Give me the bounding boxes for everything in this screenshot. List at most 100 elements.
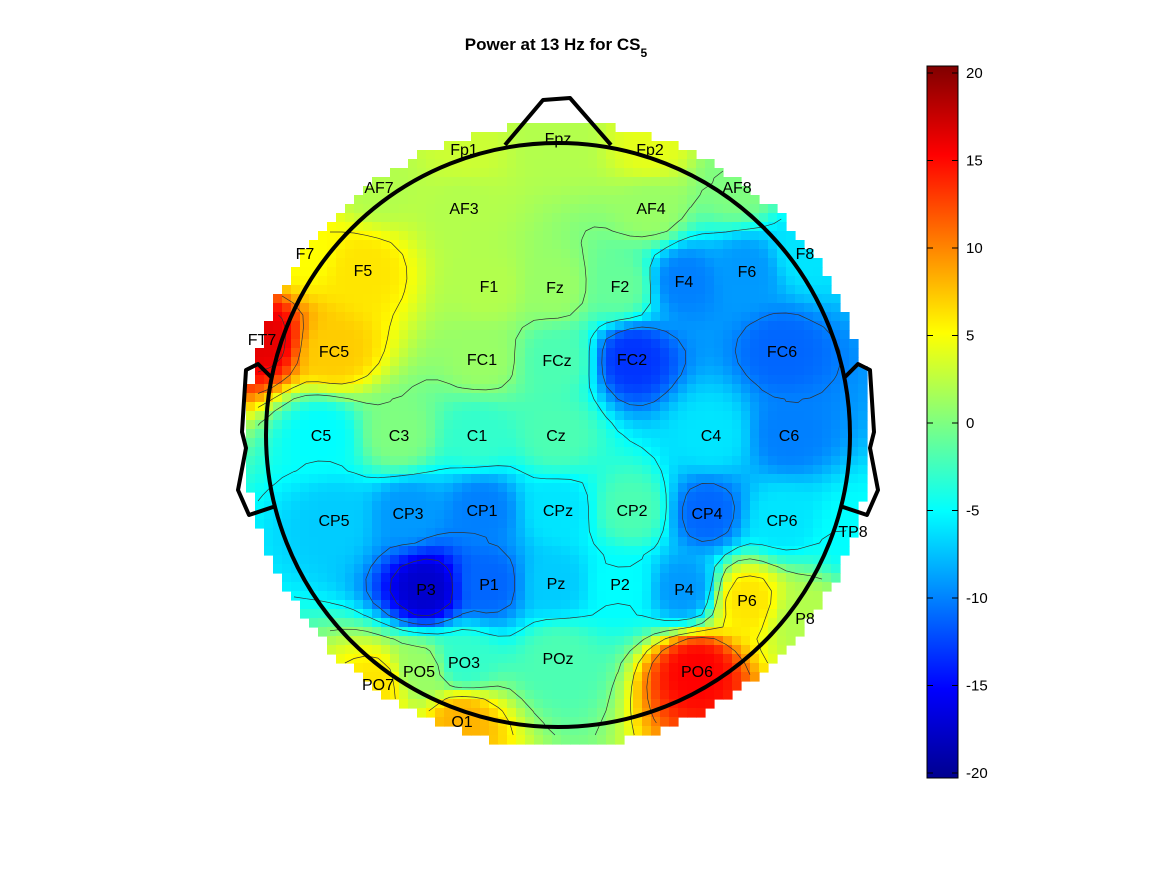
heatmap-cell	[651, 375, 661, 385]
heatmap-cell	[813, 519, 823, 529]
heatmap-cell	[588, 492, 598, 502]
heatmap-cell	[336, 546, 346, 556]
heatmap-cell	[318, 429, 328, 439]
heatmap-cell	[786, 393, 796, 403]
heatmap-cell	[300, 510, 310, 520]
heatmap-cell	[552, 159, 562, 169]
heatmap-cell	[579, 456, 589, 466]
heatmap-cell	[309, 519, 319, 529]
heatmap-cell	[534, 717, 544, 727]
heatmap-cell	[588, 294, 598, 304]
heatmap-cell	[372, 474, 382, 484]
heatmap-cell	[300, 501, 310, 511]
heatmap-cell	[480, 195, 490, 205]
heatmap-cell	[723, 672, 733, 682]
heatmap-cell	[471, 249, 481, 259]
heatmap-cell	[732, 213, 742, 223]
heatmap-cell	[705, 618, 715, 628]
heatmap-cell	[741, 402, 751, 412]
heatmap-cell	[273, 393, 283, 403]
heatmap-cell	[426, 213, 436, 223]
heatmap-cell	[354, 591, 364, 601]
heatmap-cell	[336, 492, 346, 502]
heatmap-cell	[444, 456, 454, 466]
heatmap-cell	[426, 465, 436, 475]
heatmap-cell	[723, 492, 733, 502]
heatmap-cell	[831, 564, 841, 574]
heatmap-cell	[813, 555, 823, 565]
heatmap-cell	[678, 411, 688, 421]
heatmap-cell	[552, 573, 562, 583]
heatmap-cell	[579, 357, 589, 367]
heatmap-cell	[282, 582, 292, 592]
heatmap-cell	[606, 636, 616, 646]
heatmap-cell	[624, 375, 634, 385]
heatmap-cell	[723, 285, 733, 295]
heatmap-cell	[651, 213, 661, 223]
heatmap-cell	[642, 546, 652, 556]
heatmap-cell	[570, 294, 580, 304]
heatmap-cell	[489, 663, 499, 673]
electrode-label: PO5	[403, 664, 435, 681]
heatmap-cell	[795, 510, 805, 520]
heatmap-cell	[327, 294, 337, 304]
heatmap-cell	[561, 330, 571, 340]
heatmap-cell	[480, 663, 490, 673]
heatmap-cell	[345, 375, 355, 385]
heatmap-cell	[786, 357, 796, 367]
heatmap-cell	[732, 366, 742, 376]
heatmap-cell	[453, 573, 463, 583]
heatmap-cell	[408, 573, 418, 583]
heatmap-cell	[849, 438, 859, 448]
heatmap-cell	[579, 330, 589, 340]
heatmap-cell	[453, 600, 463, 610]
heatmap-cell	[471, 204, 481, 214]
heatmap-cell	[741, 636, 751, 646]
heatmap-cell	[309, 366, 319, 376]
heatmap-cell	[795, 312, 805, 322]
heatmap-cell	[408, 339, 418, 349]
heatmap-cell	[498, 582, 508, 592]
heatmap-cell	[453, 294, 463, 304]
heatmap-cell	[561, 231, 571, 241]
heatmap-cell	[768, 366, 778, 376]
heatmap-cell	[768, 492, 778, 502]
heatmap-cell	[525, 663, 535, 673]
heatmap-cell	[813, 258, 823, 268]
heatmap-cell	[498, 312, 508, 322]
heatmap-cell	[543, 645, 553, 655]
heatmap-cell	[606, 618, 616, 628]
heatmap-cell	[597, 168, 607, 178]
heatmap-cell	[462, 222, 472, 232]
heatmap-cell	[588, 681, 598, 691]
heatmap-cell	[327, 528, 337, 538]
heatmap-cell	[696, 357, 706, 367]
heatmap-cell	[309, 564, 319, 574]
heatmap-cell	[471, 303, 481, 313]
heatmap-cell	[480, 726, 490, 736]
heatmap-cell	[696, 465, 706, 475]
heatmap-cell	[417, 312, 427, 322]
heatmap-cell	[462, 690, 472, 700]
heatmap-cell	[606, 321, 616, 331]
heatmap-cell	[471, 636, 481, 646]
heatmap-cell	[534, 420, 544, 430]
heatmap-cell	[696, 582, 706, 592]
heatmap-cell	[543, 177, 553, 187]
heatmap-cell	[714, 591, 724, 601]
heatmap-cell	[732, 600, 742, 610]
heatmap-cell	[723, 375, 733, 385]
heatmap-cell	[345, 537, 355, 547]
heatmap-cell	[705, 465, 715, 475]
heatmap-cell	[471, 177, 481, 187]
heatmap-cell	[399, 582, 409, 592]
heatmap-cell	[435, 186, 445, 196]
heatmap-cell	[399, 600, 409, 610]
heatmap-cell	[489, 222, 499, 232]
colorbar-tick-label: 20	[966, 65, 983, 82]
heatmap-cell	[651, 573, 661, 583]
contour-path	[257, 170, 847, 736]
heatmap-cell	[498, 699, 508, 709]
heatmap-cell	[669, 285, 679, 295]
heatmap-cell	[687, 393, 697, 403]
